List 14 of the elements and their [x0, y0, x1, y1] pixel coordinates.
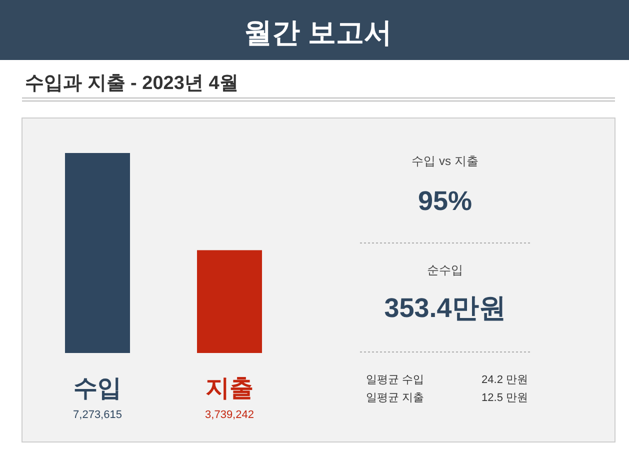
text: 95%	[418, 186, 472, 216]
text: 순수입	[427, 263, 463, 277]
data-label: 7,273,615	[73, 409, 122, 421]
data-label: 3,739,242	[205, 409, 254, 421]
chart-subtitle: 수입과 지출 - 2023년 4월	[25, 73, 238, 94]
text: 12.5 만원	[482, 392, 528, 404]
x-tick-label: 지출	[206, 375, 254, 402]
x-tick-label: 수입	[74, 375, 122, 402]
text: 일평균 지출	[366, 392, 424, 404]
chart-title: 월간 보고서	[244, 17, 392, 48]
text: 24.2 만원	[482, 374, 528, 386]
text: 수입 vs 지출	[412, 154, 478, 168]
text: 일평균 수입	[366, 374, 424, 386]
text: 353.4만원	[384, 293, 506, 323]
